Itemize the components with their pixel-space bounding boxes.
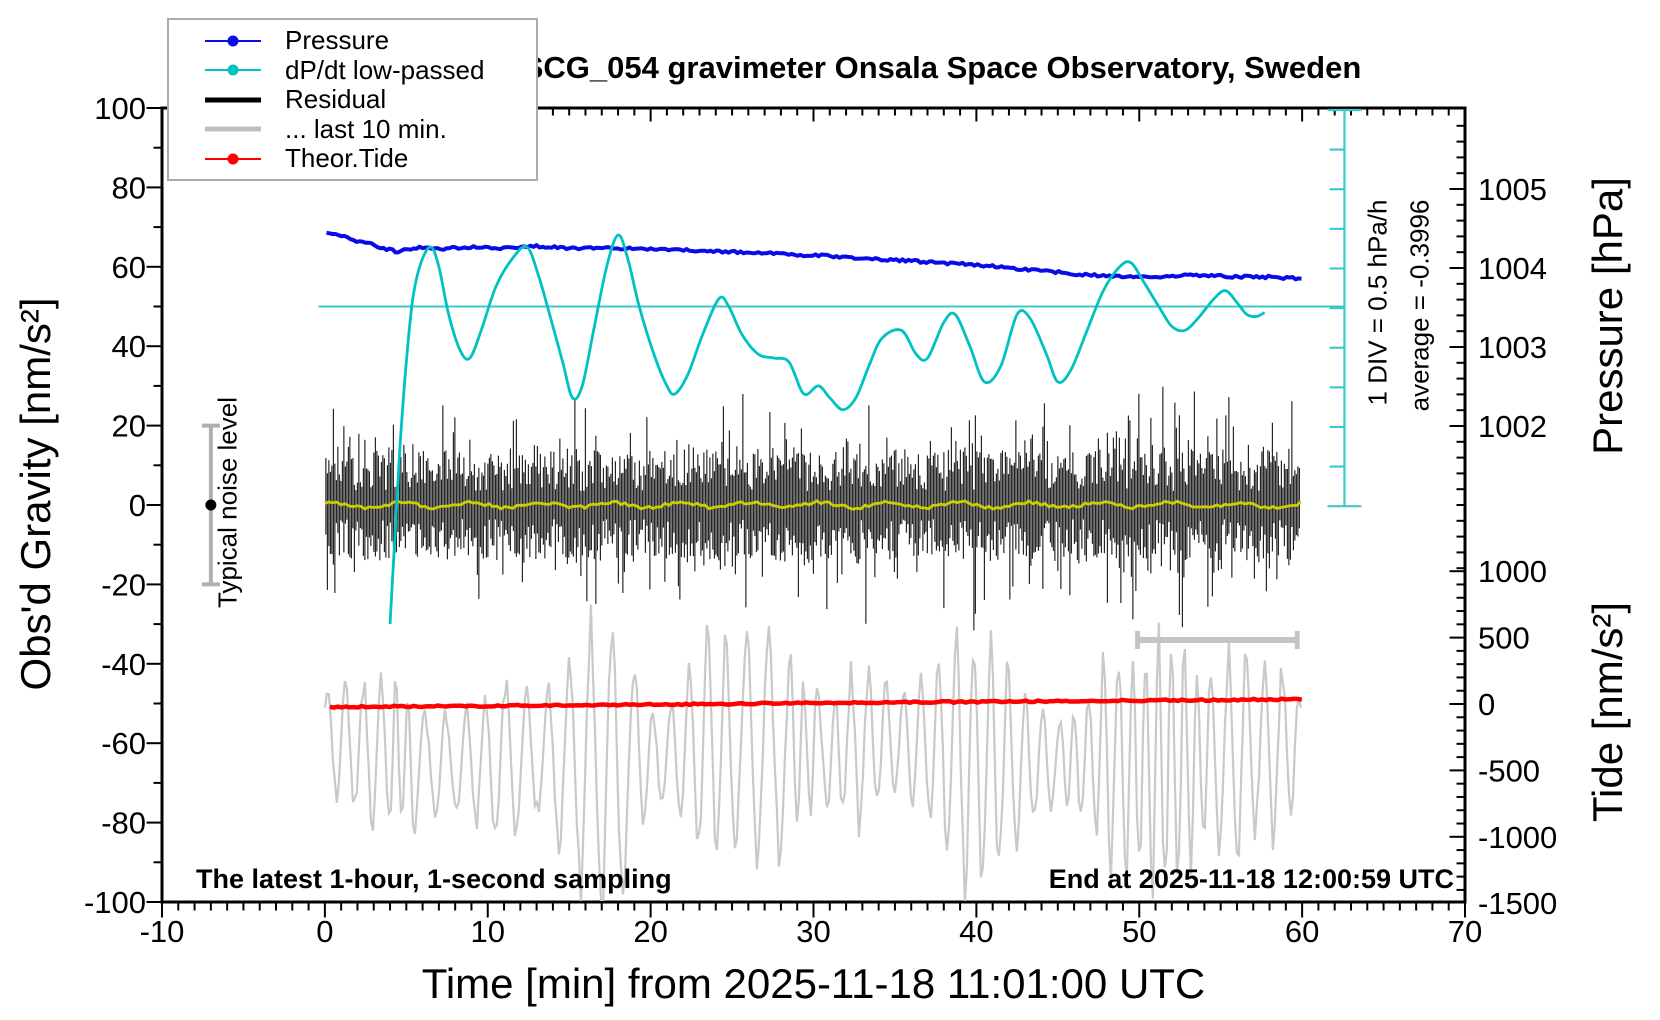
legend-item-dpdt: dP/dt low-passed bbox=[169, 54, 536, 86]
tide-tick-label: 500 bbox=[1478, 621, 1530, 656]
legend-item-last10min: ... last 10 min. bbox=[169, 113, 536, 145]
tide-series bbox=[329, 696, 1303, 710]
y-axis-title-tide: Tide [nm/s²] bbox=[1584, 601, 1631, 823]
plot-frame bbox=[160, 106, 1467, 904]
x-tick-label: 40 bbox=[959, 914, 993, 949]
legend-label: Theor.Tide bbox=[285, 143, 409, 174]
end-time-note: End at 2025-11-18 12:00:59 UTC bbox=[1048, 864, 1454, 894]
pressure-line-icon bbox=[205, 35, 261, 47]
gravity-tick-label: -60 bbox=[101, 726, 146, 761]
last10min-line-icon bbox=[205, 123, 261, 135]
tide-tick-label: 0 bbox=[1478, 687, 1495, 722]
tide-tick-label: -1000 bbox=[1478, 820, 1557, 855]
lowpass-residual-series bbox=[324, 499, 1302, 511]
x-axis-title: Time [min] from 2025-11-18 11:01:00 UTC bbox=[421, 960, 1206, 1007]
x-tick-label: 50 bbox=[1122, 914, 1156, 949]
last10min-series bbox=[323, 604, 1302, 901]
gravity-tick-label: -40 bbox=[101, 647, 146, 682]
gravity-tick-label: 40 bbox=[112, 329, 146, 364]
div-scale-bar bbox=[1327, 108, 1362, 508]
noise-bar-dot bbox=[205, 499, 217, 511]
dpdt-series bbox=[388, 233, 1266, 625]
x-tick-label: 30 bbox=[796, 914, 830, 949]
y-axis-title-pressure: Pressure [hPa] bbox=[1584, 177, 1631, 455]
gravity-tick-label: -100 bbox=[84, 885, 146, 920]
gravity-tick-label: -20 bbox=[101, 567, 146, 602]
gravity-tick-label: 20 bbox=[112, 409, 146, 444]
x-tick-label: 10 bbox=[471, 914, 505, 949]
gravity-tick-label: 100 bbox=[94, 91, 146, 126]
pressure-tick-label: 1005 bbox=[1478, 172, 1547, 207]
average-annotation: average = -0.3996 bbox=[1404, 199, 1435, 412]
gravity-tick-label: 80 bbox=[112, 170, 146, 205]
sampling-note: The latest 1-hour, 1-second sampling bbox=[196, 864, 672, 894]
tide-tick-label: -500 bbox=[1478, 753, 1540, 788]
legend-dot bbox=[227, 153, 239, 165]
chart-title: SCG_054 gravimeter Onsala Space Observat… bbox=[522, 50, 1362, 85]
noise-level-annotation: Typical noise level bbox=[212, 397, 243, 608]
y-axis-title-gravity: Obs'd Gravity [nm/s²] bbox=[12, 297, 59, 691]
x-tick-label: 20 bbox=[633, 914, 667, 949]
legend-line bbox=[205, 97, 261, 103]
x-tick-label: -10 bbox=[140, 914, 185, 949]
gravity-tick-label: 60 bbox=[112, 250, 146, 285]
legend-item-pressure: Pressure bbox=[169, 25, 536, 56]
legend-label: Residual bbox=[285, 84, 387, 115]
gravity-tick-label: 0 bbox=[129, 488, 146, 523]
residual-line-icon bbox=[205, 94, 261, 106]
pressure-series bbox=[326, 230, 1302, 282]
legend-label: dP/dt low-passed bbox=[285, 54, 485, 85]
legend-item-residual: Residual bbox=[169, 84, 536, 115]
tide-line-icon bbox=[205, 153, 261, 165]
dpdt-line-icon bbox=[205, 64, 261, 76]
pressure-tick-label: 1004 bbox=[1478, 251, 1547, 286]
legend: Pressure dP/dt low-passed Residual ... l… bbox=[167, 18, 538, 181]
legend-label: Pressure bbox=[285, 25, 390, 56]
legend-label: ... last 10 min. bbox=[285, 113, 447, 144]
legend-line bbox=[205, 126, 261, 132]
x-tick-label: 60 bbox=[1285, 914, 1319, 949]
pressure-tick-label: 1003 bbox=[1478, 330, 1547, 365]
legend-dot bbox=[227, 35, 239, 47]
tide-tick-label: -1500 bbox=[1478, 886, 1557, 921]
legend-dot bbox=[227, 64, 239, 76]
x-tick-label: 70 bbox=[1448, 914, 1482, 949]
pressure-tick-label: 1002 bbox=[1478, 409, 1547, 444]
x-tick-label: 0 bbox=[316, 914, 333, 949]
tick-labels: -10 0 10 20 30 40 50 60 70100806040200-20-40-60-… bbox=[84, 91, 1557, 949]
tide-tick-label: 1000 bbox=[1478, 554, 1547, 589]
gravity-tick-label: -80 bbox=[101, 806, 146, 841]
legend-item-tide: Theor.Tide bbox=[169, 143, 536, 174]
div-scale-annotation: 1 DIV = 0.5 hPa/h bbox=[1362, 199, 1393, 406]
last10min-range-bar bbox=[1135, 630, 1300, 649]
frame-rect bbox=[160, 106, 1467, 904]
noise-level-errorbar bbox=[201, 423, 220, 587]
residual-series bbox=[325, 386, 1300, 631]
